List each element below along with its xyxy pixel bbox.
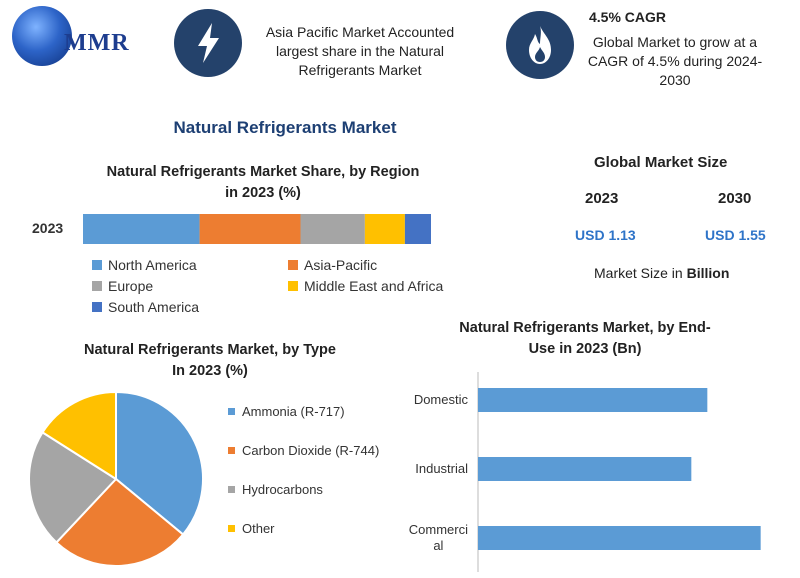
card2-line2: CAGR of 4.5% during 2024- — [587, 53, 763, 69]
legend-swatch — [288, 281, 298, 291]
legend-swatch — [228, 447, 235, 454]
legend-label: Ammonia (R-717) — [242, 404, 345, 419]
type-title-line1: Natural Refrigerants Market, by Type — [84, 342, 336, 358]
region-legend-item-europe: Europe — [92, 278, 153, 294]
globe-icon — [12, 6, 72, 66]
legend-swatch — [92, 281, 102, 291]
region-bar-segment-europe — [300, 214, 365, 244]
enduse-category-label-line: Commerci — [408, 522, 468, 537]
card1-line3: Refrigerants Market — [298, 62, 422, 78]
enduse-category-label: Domestic — [414, 392, 468, 408]
type-legend-item-hydrocarbons: Hydrocarbons — [228, 482, 323, 497]
legend-label: Middle East and Africa — [304, 278, 444, 294]
lightning-bolt-icon — [174, 9, 242, 77]
type-chart-title: Natural Refrigerants Market, by Type In … — [40, 340, 380, 382]
enduse-category-label-line: al — [433, 538, 444, 553]
legend-label: Hydrocarbons — [242, 482, 323, 497]
cagr-title: 4.5% CAGR — [589, 9, 667, 25]
region-chart-title: Natural Refrigerants Market Share, by Re… — [82, 162, 444, 204]
region-bar-segment-asia-pacific — [199, 214, 301, 244]
enduse-category-label-line: Domestic — [413, 392, 468, 407]
region-category-label: 2023 — [32, 220, 64, 236]
enduse-category-label-line: Industrial — [415, 461, 468, 476]
legend-label: North America — [108, 257, 197, 273]
pie-slice-other — [41, 390, 117, 481]
card1-text: Asia Pacific Market Accounted largest sh… — [244, 23, 476, 80]
region-title-line2: in 2023 (%) — [225, 185, 301, 201]
logo-text: MMR — [64, 30, 130, 56]
region-legend-item-south-america: South America — [92, 299, 199, 315]
legend-label: South America — [108, 299, 200, 315]
main-title: Natural Refrigerants Market — [173, 118, 397, 137]
enduse-chart-title: Natural Refrigerants Market, by End- Use… — [420, 318, 750, 360]
mmr-logo: MMR — [6, 2, 156, 72]
pie-slice-hydrocarbons — [28, 431, 118, 544]
market-size-year-2030: 2030 — [718, 190, 752, 207]
enduse-bar-commercial — [478, 526, 761, 550]
enduse-title-line1: Natural Refrigerants Market, by End- — [459, 320, 711, 336]
legend-swatch — [228, 486, 235, 493]
region-legend-item-asia-pacific: Asia-Pacific — [288, 257, 377, 273]
type-title-line2: In 2023 (%) — [172, 363, 248, 379]
card1-line2: largest share in the Natural — [275, 43, 445, 59]
legend-label: Europe — [108, 278, 154, 294]
region-legend-item-north-america: North America — [92, 257, 197, 273]
card2-line1: Global Market to grow at a — [592, 34, 758, 50]
legend-swatch — [92, 260, 102, 270]
card2-line3: 2030 — [659, 72, 691, 88]
enduse-category-label: Commerci al — [409, 522, 468, 554]
pie-slice-carbon-dioxide-r-744 — [55, 477, 185, 567]
legend-swatch — [288, 260, 298, 270]
flame-icon — [506, 11, 574, 79]
card1-line1: Asia Pacific Market Accounted — [265, 24, 455, 40]
market-size-value-2030: USD 1.55 — [705, 227, 766, 243]
enduse-title-line2: Use in 2023 (Bn) — [528, 341, 642, 357]
legend-label: Other — [242, 521, 275, 536]
market-size-note: Market Size in Billion — [594, 265, 729, 281]
card2-text: Global Market to grow at a CAGR of 4.5% … — [580, 33, 770, 90]
region-bar-segment-north-america — [83, 214, 200, 244]
enduse-bar-industrial — [478, 457, 692, 481]
region-title-line1: Natural Refrigerants Market Share, by Re… — [106, 164, 420, 180]
enduse-bar-domestic — [478, 388, 708, 412]
market-size-note-prefix: Market Size in — [594, 265, 687, 281]
legend-swatch — [228, 525, 235, 532]
market-size-value-2023: USD 1.13 — [575, 227, 636, 243]
legend-swatch — [228, 408, 235, 415]
pie-slice-ammonia-r-717 — [115, 390, 204, 536]
legend-swatch — [92, 302, 102, 312]
type-legend-item-carbon-dioxide-r-744: Carbon Dioxide (R-744) — [228, 443, 379, 458]
region-bar-segment-south-america — [404, 214, 431, 244]
region-legend-item-middle-east-and-africa: Middle East and Africa — [288, 278, 443, 294]
legend-label: Carbon Dioxide (R-744) — [242, 443, 380, 458]
market-size-year-2023: 2023 — [585, 190, 619, 207]
type-legend-item-other: Other — [228, 521, 275, 536]
legend-label: Asia-Pacific — [304, 257, 378, 273]
market-size-note-unit: Billion — [686, 265, 730, 281]
region-bar-segment-middle-east-and-africa — [364, 214, 405, 244]
enduse-category-label: Industrial — [415, 461, 468, 477]
market-size-title: Global Market Size — [594, 154, 728, 171]
type-legend-item-ammonia-r-717: Ammonia (R-717) — [228, 404, 345, 419]
